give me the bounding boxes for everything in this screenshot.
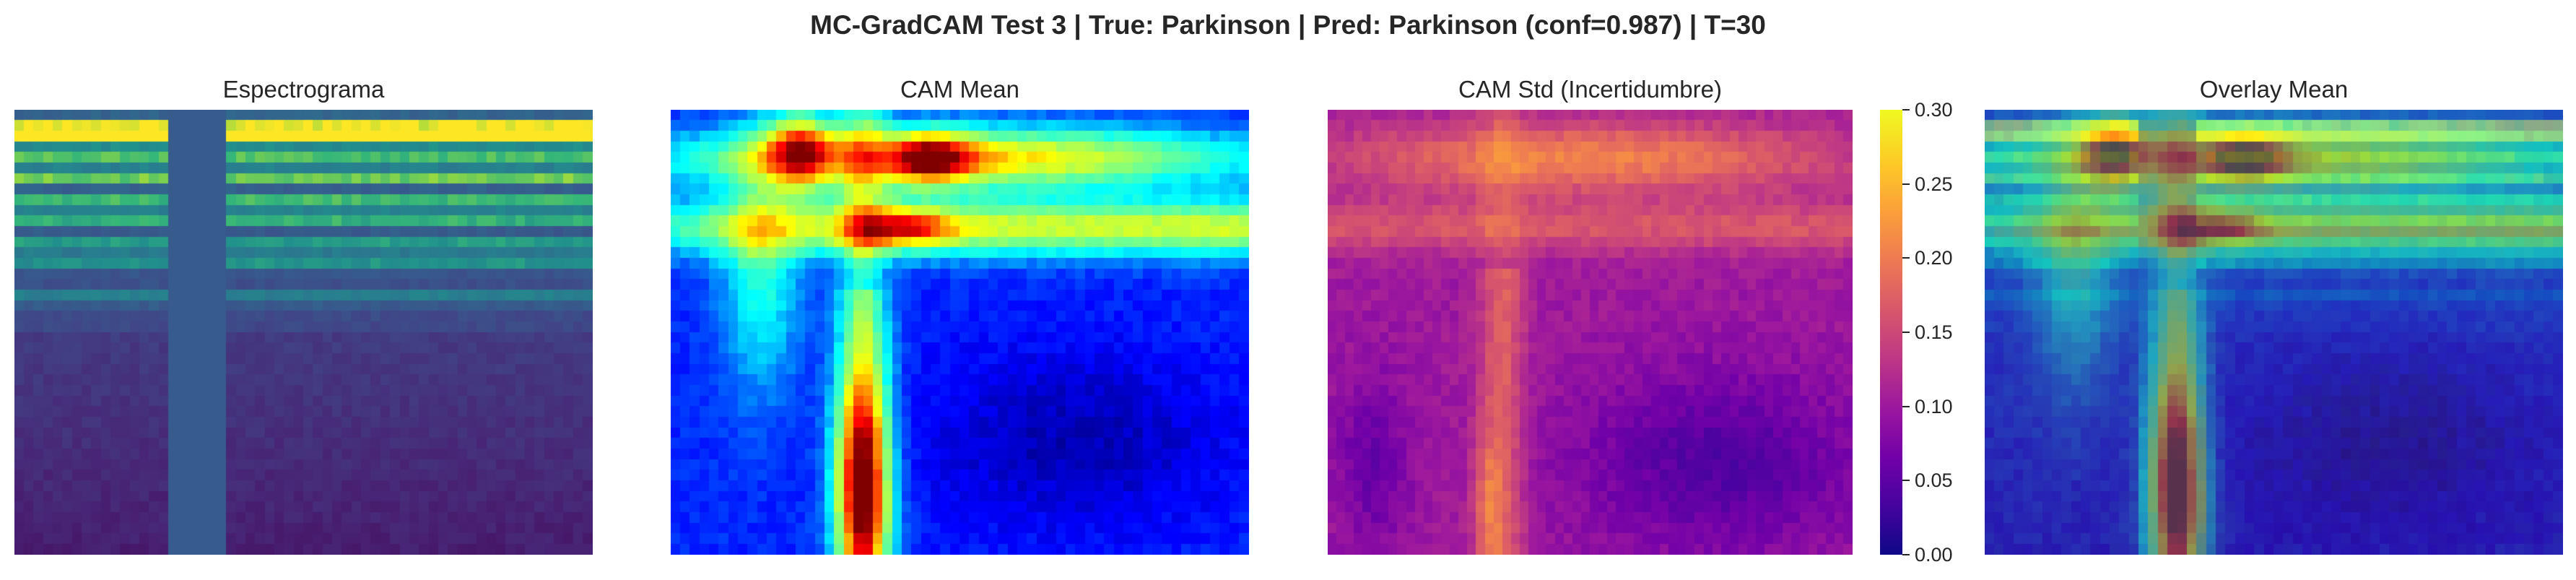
panel-title-spectrogram: Espectrograma	[222, 76, 385, 103]
colorbar-tick	[1902, 257, 1910, 259]
colorbar-tick-label: 0.00	[1915, 544, 1953, 566]
colorbar-tick-label: 0.25	[1915, 173, 1953, 195]
figure-suptitle: MC-GradCAM Test 3 | True: Parkinson | Pr…	[810, 10, 1766, 40]
colorbar-tick	[1902, 480, 1910, 482]
colorbar-tick	[1902, 183, 1910, 185]
colorbar-tick-label: 0.30	[1915, 99, 1953, 121]
cam-mean-heatmap	[671, 110, 1249, 555]
colorbar-tick	[1902, 405, 1910, 407]
colorbar-tick-label: 0.20	[1915, 247, 1953, 269]
colorbar	[1880, 110, 1902, 555]
colorbar-tick-label: 0.10	[1915, 395, 1953, 417]
spectrogram-heatmap	[14, 110, 593, 555]
colorbar-tick	[1902, 332, 1910, 333]
cam-std-heatmap	[1328, 110, 1853, 555]
panel-title-cam-mean: CAM Mean	[900, 76, 1020, 103]
colorbar-tick-label: 0.05	[1915, 469, 1953, 492]
colorbar-tick-label: 0.15	[1915, 321, 1953, 343]
panel-title-cam-std: CAM Std (Incertidumbre)	[1458, 76, 1722, 103]
panel-title-overlay-mean: Overlay Mean	[2199, 76, 2349, 103]
colorbar-tick	[1902, 109, 1910, 111]
colorbar-tick	[1902, 554, 1910, 555]
overlay-mean-heatmap	[1985, 110, 2563, 555]
